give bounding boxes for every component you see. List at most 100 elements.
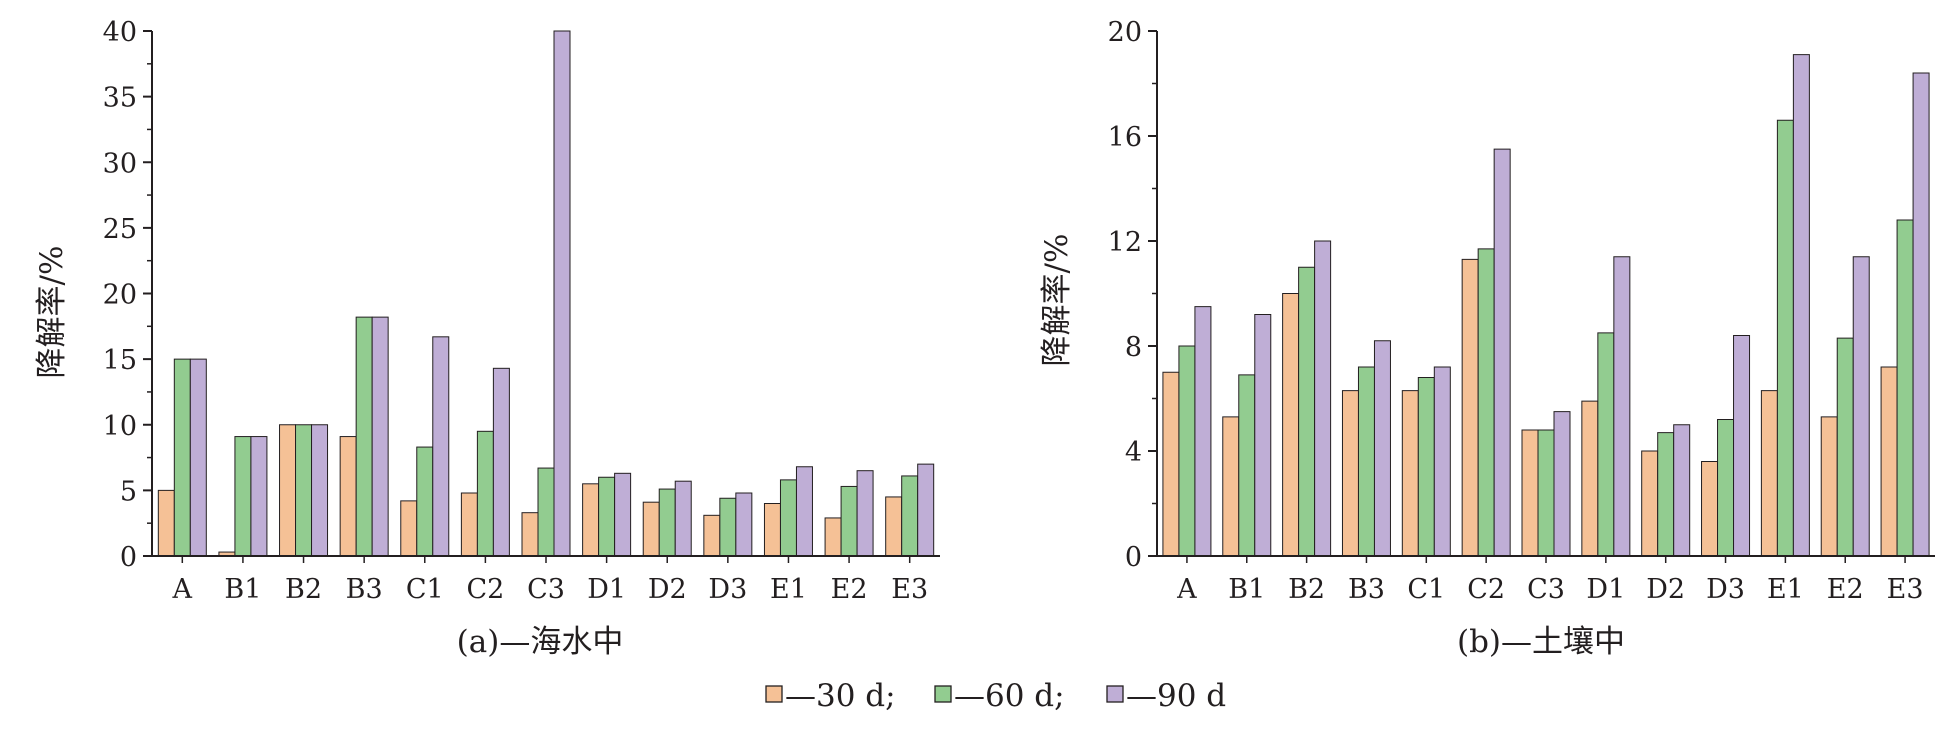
y-tick-label: 30 <box>103 148 137 179</box>
bar-c3-30d <box>521 512 539 557</box>
chart-panel-seawater: 降解率/% (a)—海水中 0 5 10 15 20 25 30 35 40 A B1 B2 B3 C1 C… <box>34 17 940 660</box>
y-tick-label: 0 <box>1125 542 1142 573</box>
y-axis-label: 降解率/% <box>1039 234 1075 367</box>
bar-e2-60d <box>840 485 858 557</box>
x-tick-label: E2 <box>831 574 868 605</box>
bar-d3-90d <box>735 492 753 557</box>
y-tick-label: 0 <box>120 542 137 573</box>
y-tick-label: 35 <box>103 83 137 114</box>
chart-caption: (a)—海水中 <box>457 624 624 660</box>
x-tick-label: C2 <box>1467 574 1505 605</box>
bar-e2-90d <box>1852 256 1870 557</box>
bar-e3-30d <box>885 496 903 557</box>
bar-b2-60d <box>295 424 313 557</box>
bar-b3-90d <box>371 316 389 557</box>
bar-e1-30d <box>1760 390 1778 557</box>
bar-b1-60d <box>1238 374 1256 557</box>
chart-caption: (b)—土壤中 <box>1457 624 1625 660</box>
y-tick-label: 5 <box>120 476 137 507</box>
y-tick-label: 15 <box>103 345 137 376</box>
y-tick-label: 8 <box>1125 332 1142 363</box>
bar-b2-30d <box>279 424 297 557</box>
bar-c3-60d <box>537 467 555 557</box>
bar-c2-90d <box>492 367 510 557</box>
bar-b2-30d <box>1282 293 1300 557</box>
x-tick-label: E2 <box>1827 574 1864 605</box>
x-tick-label: E3 <box>891 574 928 605</box>
bar-b2-60d <box>1298 266 1316 557</box>
bar-b1-30d <box>1222 416 1240 557</box>
bar-e3-90d <box>917 463 935 557</box>
bar-e2-90d <box>856 470 874 557</box>
x-tick-label: D2 <box>1646 574 1685 605</box>
x-tick-label: A <box>172 574 193 605</box>
bar-b3-60d <box>1357 366 1375 557</box>
bar-b1-90d <box>250 436 268 557</box>
bar-a-90d <box>1194 306 1212 557</box>
x-tick-label: E3 <box>1887 574 1924 605</box>
bar-e1-60d <box>1776 119 1794 557</box>
y-tick-label: 20 <box>1108 17 1142 48</box>
x-tick-label: D2 <box>648 574 687 605</box>
bar-d1-60d <box>598 476 616 557</box>
legend-label-90d: —90 d <box>1126 678 1226 714</box>
y-tick-label: 40 <box>103 17 137 48</box>
bar-d2-60d <box>658 488 676 557</box>
bar-d3-60d <box>1717 419 1735 557</box>
bar-e3-30d <box>1880 366 1898 557</box>
bar-e2-60d <box>1836 337 1854 557</box>
x-tick-label: D1 <box>1586 574 1625 605</box>
bar-b2-90d <box>311 424 329 557</box>
x-tick-label: B3 <box>346 574 383 605</box>
bar-d2-90d <box>674 480 692 557</box>
x-tick-label: D3 <box>708 574 747 605</box>
bar-d3-60d <box>719 497 737 557</box>
legend: —30 d; —60 d; —90 d <box>765 678 1226 714</box>
bar-e3-60d <box>1896 219 1914 557</box>
bar-e1-30d <box>763 503 781 557</box>
bar-c1-90d <box>432 336 450 557</box>
y-tick-label: 16 <box>1108 122 1142 153</box>
bar-c2-60d <box>476 430 494 557</box>
bar-e3-90d <box>1912 72 1930 557</box>
bar-b3-60d <box>355 316 373 557</box>
bar-d2-90d <box>1673 424 1691 557</box>
bar-c3-90d <box>553 30 571 557</box>
bar-c1-30d <box>1401 390 1419 557</box>
y-tick-label: 25 <box>103 214 137 245</box>
x-tick-label: B2 <box>1288 574 1325 605</box>
bar-d1-90d <box>614 472 632 557</box>
bar-c1-30d <box>400 500 418 557</box>
bar-a-60d <box>1178 345 1196 557</box>
legend-label-60d: —60 d; <box>954 678 1065 714</box>
bar-c3-90d <box>1553 411 1571 557</box>
x-tick-label: E1 <box>770 574 807 605</box>
x-tick-label: C1 <box>1407 574 1445 605</box>
legend-swatch-60d <box>934 685 952 703</box>
legend-swatch-30d <box>765 685 783 703</box>
bar-c2-60d <box>1477 248 1495 557</box>
x-tick-label: B2 <box>285 574 322 605</box>
bar-b1-90d <box>1254 314 1272 557</box>
bar-c1-60d <box>1417 377 1435 557</box>
bar-d2-60d <box>1657 432 1675 557</box>
bar-e2-30d <box>1820 416 1838 557</box>
legend-swatch-90d <box>1106 685 1124 703</box>
bar-a-30d <box>1162 371 1180 557</box>
bar-e1-60d <box>779 479 797 557</box>
bar-b1-60d <box>234 436 252 557</box>
x-tick-label: A <box>1176 574 1197 605</box>
bar-c3-30d <box>1521 429 1539 557</box>
legend-label-30d: —30 d; <box>785 678 896 714</box>
bar-d3-30d <box>1701 461 1719 557</box>
x-tick-label: D3 <box>1706 574 1745 605</box>
x-tick-label: C2 <box>466 574 504 605</box>
bar-a-90d <box>189 358 207 557</box>
bar-e1-90d <box>795 466 813 557</box>
x-tick-label: C1 <box>406 574 444 605</box>
bar-d1-30d <box>582 483 600 557</box>
bar-c2-90d <box>1493 148 1511 557</box>
bar-c2-30d <box>460 492 478 557</box>
bar-e2-30d <box>824 517 842 557</box>
